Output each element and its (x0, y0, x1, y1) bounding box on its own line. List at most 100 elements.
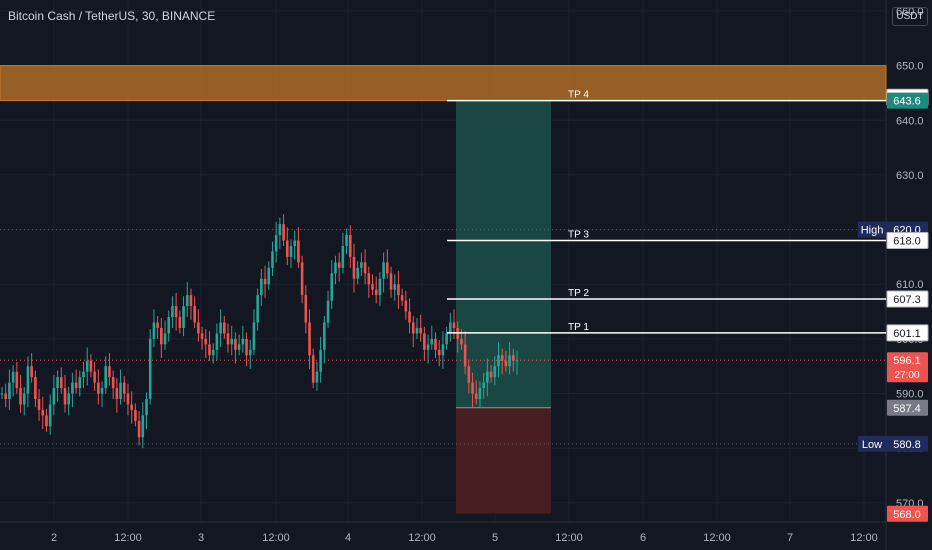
candle-body (463, 344, 467, 367)
candle-body (274, 235, 278, 252)
y-tick-label: 630.0 (896, 170, 924, 182)
candle-body (8, 382, 11, 400)
tp-label: TP 1 (568, 322, 589, 333)
candle-body (271, 251, 274, 268)
candle-body (204, 338, 208, 345)
high-low-tag-label: Low (862, 439, 882, 451)
candle-body (356, 267, 359, 279)
x-tick-label: 2 (51, 532, 57, 544)
tp-label: TP 2 (568, 288, 589, 299)
candle-body (434, 338, 437, 350)
candle-body (211, 349, 215, 356)
candle-body (511, 355, 515, 361)
candle-body (185, 295, 189, 307)
candle-body (215, 333, 219, 350)
price-axis-value: 643.6 (893, 96, 921, 108)
price-axis-label (887, 92, 928, 109)
candle-body (419, 327, 422, 334)
candle-body (497, 355, 500, 367)
candle-body (163, 333, 167, 345)
candle-body (93, 371, 96, 383)
candle-body (493, 366, 497, 378)
candle-body (500, 355, 504, 361)
candle-body (256, 295, 259, 323)
candle-body (263, 278, 267, 285)
candle-body (34, 377, 37, 400)
candle-body (482, 382, 485, 389)
candle-body (282, 224, 285, 241)
candle-body (97, 382, 100, 394)
candle-body (311, 355, 315, 383)
price-axis-value: 601.1 (893, 328, 921, 340)
candle-body (445, 333, 448, 345)
candle-body (415, 327, 419, 334)
currency-selector[interactable]: USDT (892, 7, 928, 26)
candle-body (467, 366, 471, 383)
candle-body (378, 278, 382, 296)
candle-body (441, 344, 445, 356)
candle-body (411, 322, 415, 334)
candle-body (182, 306, 185, 328)
candle-body (452, 322, 456, 328)
candle-body (337, 262, 341, 268)
candle-body (374, 289, 378, 296)
price-axis-value: 618.0 (893, 236, 921, 248)
candle-body (230, 338, 234, 345)
y-tick-label: 610.0 (896, 279, 924, 291)
candle-body (26, 366, 30, 394)
candle-body (334, 262, 337, 274)
price-axis-label (886, 290, 929, 308)
candle-body (226, 333, 230, 345)
candle-body (37, 399, 41, 410)
candle-body (508, 355, 511, 367)
candle-body (145, 399, 148, 416)
candle-body (460, 338, 463, 345)
price-axis-value: 587.4 (893, 403, 921, 415)
resistance-zone (0, 65, 887, 102)
candle-body (234, 338, 237, 350)
candle-body (408, 311, 411, 323)
candle-body (174, 306, 178, 318)
candle-body (289, 245, 293, 257)
candle-body (326, 300, 330, 323)
candle-body (382, 262, 385, 279)
candle-body (130, 404, 133, 410)
candle-body (52, 388, 56, 405)
candle-body (393, 284, 397, 290)
candle-body (193, 306, 196, 323)
candle-body (126, 393, 130, 405)
candle-body (348, 235, 352, 257)
candle-body (389, 273, 393, 290)
x-tick-label: 7 (787, 532, 793, 544)
candle-body (0, 393, 4, 395)
candle-body (41, 409, 45, 416)
candle-body (104, 366, 108, 389)
x-tick-label: 4 (345, 532, 351, 544)
candle-body (152, 322, 156, 339)
candle-body (474, 393, 478, 400)
y-tick-label: 640.0 (896, 115, 924, 127)
candle-body (141, 415, 145, 438)
candle-body (82, 371, 85, 378)
bar-countdown: 27:00 (894, 370, 919, 381)
candle-body (248, 349, 252, 356)
price-axis-value: 568.0 (893, 509, 921, 521)
candle-body (397, 284, 400, 296)
candle-body (197, 322, 200, 334)
candle-body (115, 388, 119, 400)
candle-body (56, 377, 59, 389)
candle-body (345, 235, 348, 246)
candle-body (74, 382, 78, 389)
candle-body (449, 322, 452, 334)
price-axis-value: 607.3 (893, 294, 921, 306)
candle-body (241, 338, 245, 345)
candle-body (245, 338, 248, 356)
candle-body (160, 327, 163, 345)
candle-body (148, 338, 152, 400)
candle-body (111, 377, 115, 389)
x-tick-label: 12:00 (262, 532, 290, 544)
candle-body (167, 317, 171, 334)
candle-body (315, 371, 319, 383)
candle-body (237, 344, 241, 350)
